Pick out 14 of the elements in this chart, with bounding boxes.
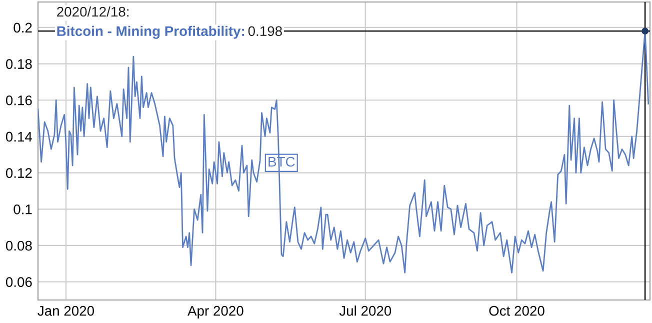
annotation: Bitcoin - Mining Profitability: 0.198 [57,26,282,39]
annotation: 2020/12/18: [57,6,128,17]
x-tick-label: Apr 2020 [188,306,244,319]
x-tick-label: Jan 2020 [38,306,94,316]
x-tick-label: Jul 2020 [339,306,392,316]
y-tick-label: 0.08 [6,240,32,251]
y-tick-label: 0.14 [6,132,32,142]
y-tick-label: 0.16 [6,95,32,106]
y-tick-label: 0.1 [14,204,32,214]
y-tick-label: 0.06 [6,277,32,287]
y-tick-label: 0.18 [6,59,32,69]
y-tick-label: 0.12 [6,168,32,178]
y-tick-label: 0.2 [14,22,32,33]
x-tick-label: Oct 2020 [489,306,544,316]
